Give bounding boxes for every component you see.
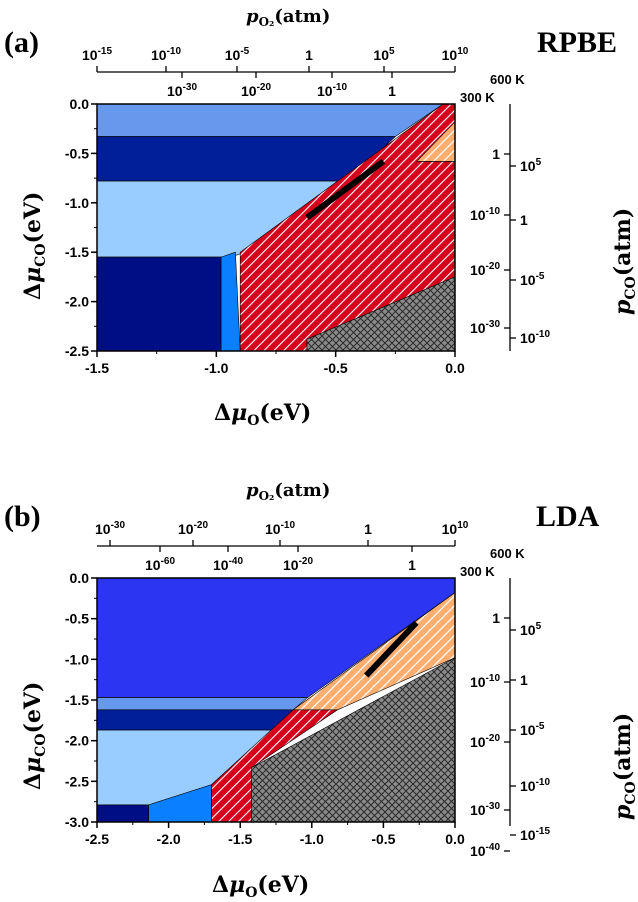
method-label-a: RPBE xyxy=(537,26,617,59)
x-tick-label: -0.5 xyxy=(371,831,395,847)
top-tick-label-300k: 1 xyxy=(408,557,416,573)
y-tick-label: -3.0 xyxy=(65,814,89,830)
right-tick-label-600k: 10-10 xyxy=(520,329,550,346)
top-tick-label-300k: 10-30 xyxy=(167,82,197,99)
right-tick-label-600k: 1 xyxy=(520,212,528,228)
x-axis-title-b: ΔμO(eV) xyxy=(212,872,309,901)
right-tick-label-300k: 1 xyxy=(492,146,500,162)
x-tick-label: -2.0 xyxy=(157,831,181,847)
y-axis-title-a: ΔμCO(eV) xyxy=(20,192,49,300)
top-tick-label-600k: 10-5 xyxy=(225,46,250,63)
trajectory-line xyxy=(364,620,419,678)
temp-label-b-300k: 300 K xyxy=(460,564,495,579)
right-tick-label-300k: 1 xyxy=(492,610,500,626)
top-tick-label-600k: 1 xyxy=(305,47,313,63)
top-tick-label-600k: 105 xyxy=(373,46,395,63)
right-tick-label-300k: 10-30 xyxy=(470,801,500,818)
top-axis-title-a: pO₂(atm) xyxy=(246,6,330,29)
top-tick-label-600k: 10-10 xyxy=(265,520,295,537)
top-axis-title-b: pO₂(atm) xyxy=(246,480,330,503)
x-axis-title-a: ΔμO(eV) xyxy=(214,400,311,429)
x-tick-label: 0.0 xyxy=(445,831,465,847)
top-tick-label-600k: 1010 xyxy=(442,46,469,63)
plot-area-a xyxy=(96,103,456,352)
plot-area-b xyxy=(96,577,456,823)
right-tick-label-600k: 10-5 xyxy=(520,271,545,288)
x-tick-label: -2.5 xyxy=(85,831,109,847)
y-tick-label: -1.5 xyxy=(65,692,89,708)
y-tick-label: 0.0 xyxy=(70,96,90,112)
y-tick-label: -2.0 xyxy=(65,294,89,310)
top-tick-label-300k: 10-20 xyxy=(283,556,313,573)
region-navy-bottom-left xyxy=(96,804,149,823)
y-tick-label: -2.5 xyxy=(65,343,89,359)
region-lightblue-strip xyxy=(96,697,309,711)
axes-b: -2.5 -2.0 -1.5 -1.0 -0.5 0.0 0.0 -0.5 -1.0 -1.5 -2… xyxy=(65,520,551,859)
right-tick-label-300k: 10-40 xyxy=(470,842,500,859)
x-tick-label: -1.5 xyxy=(228,831,252,847)
region-blue-strip xyxy=(220,251,241,352)
method-label-b: LDA xyxy=(536,500,600,533)
top-tick-label-300k: 1 xyxy=(388,83,396,99)
right-tick-label-600k: 10-15 xyxy=(520,826,550,843)
y-tick-label: 0.0 xyxy=(70,570,90,586)
right-tick-label-300k: 10-10 xyxy=(470,673,500,690)
region-navy-band xyxy=(96,709,294,731)
axes-a: -1.5 -1.0 -0.5 0.0 0.0 -0.5 -1.0 -1.5 -2.0 -2.5 10… xyxy=(65,46,551,376)
right-axis-title-a: pCO(atm) xyxy=(610,208,638,315)
top-tick-label-600k: 10-20 xyxy=(178,520,208,537)
top-tick-label-300k: 10-40 xyxy=(213,556,243,573)
temp-label-a-300k: 300 K xyxy=(460,90,495,105)
y-tick-label: -1.0 xyxy=(65,195,89,211)
y-tick-label: -0.5 xyxy=(65,145,89,161)
top-tick-label-600k: 1 xyxy=(364,521,372,537)
top-tick-label-600k: 10-30 xyxy=(95,520,125,537)
panel-a: (a) RPBE 600 K 300 K -1.5 -1.0 -0.5 0.00.0-… xyxy=(4,6,638,429)
right-tick-label-300k: 10-20 xyxy=(470,733,500,750)
temp-label-b-600k: 600 K xyxy=(490,546,525,561)
right-tick-label-600k: 10-5 xyxy=(520,721,545,738)
right-tick-label-600k: 105 xyxy=(520,621,542,638)
y-tick-label: -2.5 xyxy=(65,773,89,789)
right-tick-label-600k: 1 xyxy=(520,672,528,688)
top-tick-label-600k: 1010 xyxy=(442,520,469,537)
top-tick-label-300k: 10-20 xyxy=(241,82,271,99)
y-tick-label: -2.0 xyxy=(65,733,89,749)
y-axis-title-b: ΔμCO(eV) xyxy=(20,682,49,790)
right-tick-label-600k: 105 xyxy=(520,157,542,174)
panel-label-b: (b) xyxy=(4,500,41,533)
region-navy-bottom-left xyxy=(96,256,222,352)
top-tick-label-300k: 10-10 xyxy=(317,82,347,99)
right-tick-label-300k: 10-20 xyxy=(470,261,500,278)
x-tick-label: -1.5 xyxy=(85,360,109,376)
top-tick-label-600k: 10-10 xyxy=(151,46,181,63)
x-tick-label: -1.0 xyxy=(204,360,228,376)
y-tick-label: -0.5 xyxy=(65,611,89,627)
right-tick-label-300k: 10-10 xyxy=(470,206,500,223)
trajectory-line xyxy=(305,158,386,221)
right-tick-label-300k: 10-30 xyxy=(470,319,500,336)
top-tick-label-300k: 10-60 xyxy=(145,556,175,573)
right-axis-title-b: pCO(atm) xyxy=(610,713,638,820)
x-tick-label: -0.5 xyxy=(324,360,348,376)
right-tick-label-600k: 10-10 xyxy=(520,777,550,794)
x-tick-label: -1.0 xyxy=(300,831,324,847)
x-tick-label: 0.0 xyxy=(445,360,465,376)
panel-label-a: (a) xyxy=(4,26,39,59)
panel-b: (b) LDA 600 K 300 K -2.5 -2.0 -1.5 -1.0 -0.5… xyxy=(4,480,638,901)
top-tick-label-600k: 10-15 xyxy=(82,46,112,63)
temp-label-a-600k: 600 K xyxy=(490,72,525,87)
y-tick-label: -1.0 xyxy=(65,651,89,667)
y-tick-label: -1.5 xyxy=(65,244,89,260)
region-blue-top xyxy=(96,103,445,137)
